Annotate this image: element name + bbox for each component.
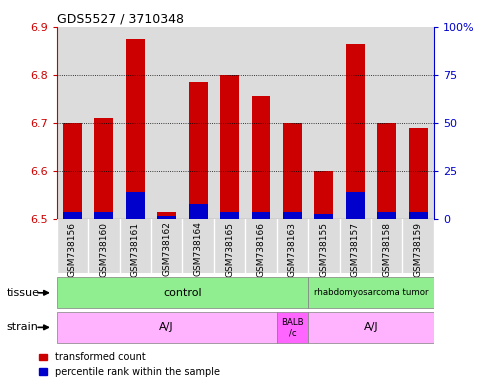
Bar — [340, 219, 371, 273]
Bar — [245, 219, 277, 273]
Text: GSM738162: GSM738162 — [162, 222, 171, 276]
Bar — [308, 312, 434, 343]
Bar — [251, 96, 270, 219]
Bar — [402, 27, 434, 219]
Bar — [126, 192, 145, 219]
Bar — [315, 214, 333, 219]
Text: GSM738156: GSM738156 — [68, 222, 77, 276]
Bar — [277, 312, 308, 343]
Bar — [220, 212, 239, 219]
Text: GSM738165: GSM738165 — [225, 222, 234, 276]
Text: GSM738155: GSM738155 — [319, 222, 328, 276]
Text: tissue: tissue — [6, 288, 39, 298]
Text: GSM738166: GSM738166 — [256, 222, 266, 276]
Bar — [182, 27, 214, 219]
Bar — [189, 82, 208, 219]
Bar — [189, 205, 208, 219]
Bar — [377, 212, 396, 219]
Bar — [119, 27, 151, 219]
Bar — [126, 39, 145, 219]
Text: GSM738163: GSM738163 — [288, 222, 297, 276]
Bar — [409, 212, 427, 219]
Bar — [283, 212, 302, 219]
Bar — [57, 219, 88, 273]
Text: rhabdomyosarcoma tumor: rhabdomyosarcoma tumor — [314, 288, 428, 297]
Bar — [214, 219, 246, 273]
Text: GSM738159: GSM738159 — [414, 222, 423, 276]
Text: strain: strain — [6, 322, 38, 333]
Bar — [214, 27, 246, 219]
Bar — [346, 192, 365, 219]
Text: A/J: A/J — [364, 322, 378, 333]
Bar — [371, 27, 402, 219]
Bar — [371, 219, 402, 273]
Bar — [57, 312, 277, 343]
Text: BALB
/c: BALB /c — [281, 318, 304, 337]
Text: GSM738158: GSM738158 — [382, 222, 391, 276]
Bar — [277, 219, 308, 273]
Text: GSM738164: GSM738164 — [194, 222, 203, 276]
Bar — [277, 27, 308, 219]
Text: GDS5527 / 3710348: GDS5527 / 3710348 — [57, 13, 184, 26]
Bar — [402, 219, 434, 273]
Bar — [308, 277, 434, 308]
Bar — [157, 212, 176, 219]
Legend: transformed count, percentile rank within the sample: transformed count, percentile rank withi… — [39, 353, 220, 377]
Bar — [283, 123, 302, 219]
Bar — [88, 27, 119, 219]
Bar — [151, 27, 182, 219]
Text: GSM738157: GSM738157 — [351, 222, 360, 276]
Bar — [94, 212, 113, 219]
Bar — [251, 212, 270, 219]
Bar — [315, 171, 333, 219]
Bar — [245, 27, 277, 219]
Bar — [340, 27, 371, 219]
Text: control: control — [163, 288, 202, 298]
Bar — [94, 118, 113, 219]
Bar — [346, 44, 365, 219]
Bar — [63, 212, 82, 219]
Text: GSM738161: GSM738161 — [131, 222, 140, 276]
Bar — [157, 217, 176, 219]
Bar — [308, 27, 340, 219]
Bar — [182, 219, 214, 273]
Bar — [63, 123, 82, 219]
Bar — [88, 219, 119, 273]
Bar — [377, 123, 396, 219]
Bar — [308, 219, 340, 273]
Bar — [151, 219, 182, 273]
Bar — [409, 127, 427, 219]
Text: A/J: A/J — [159, 322, 174, 333]
Bar — [119, 219, 151, 273]
Text: GSM738160: GSM738160 — [99, 222, 108, 276]
Bar — [57, 27, 88, 219]
Bar — [57, 277, 308, 308]
Bar — [220, 75, 239, 219]
